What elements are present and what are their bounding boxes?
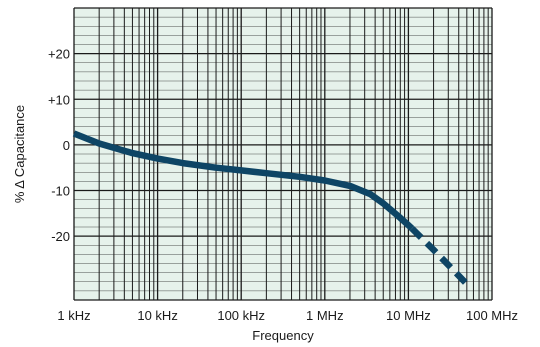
- y-tick-label: -10: [51, 184, 70, 199]
- x-tick-label: 1 kHz: [57, 308, 90, 323]
- x-tick-label: 1 MHz: [306, 308, 344, 323]
- tick-labels: 1 kHz 10 kHz 100 kHz 1 MHz 10 MHz 100 MHz +20 +…: [48, 47, 518, 323]
- x-tick-label: 100 MHz: [466, 308, 518, 323]
- grid: [73, 7, 493, 301]
- x-axis-label: Frequency: [252, 328, 314, 343]
- y-tick-label: +20: [48, 47, 70, 62]
- y-tick-label: 0: [63, 138, 70, 153]
- x-tick-label: 10 kHz: [137, 308, 177, 323]
- y-axis-label: % Δ Capacitance: [12, 105, 27, 203]
- x-tick-label: 100 kHz: [217, 308, 265, 323]
- curve-extrapolated-dashed: [409, 226, 470, 287]
- curve-measured: [72, 130, 415, 231]
- x-tick-label: 10 MHz: [386, 308, 431, 323]
- curve-layer: [72, 130, 470, 287]
- y-tick-label: +10: [48, 92, 70, 107]
- y-tick-label: -20: [51, 229, 70, 244]
